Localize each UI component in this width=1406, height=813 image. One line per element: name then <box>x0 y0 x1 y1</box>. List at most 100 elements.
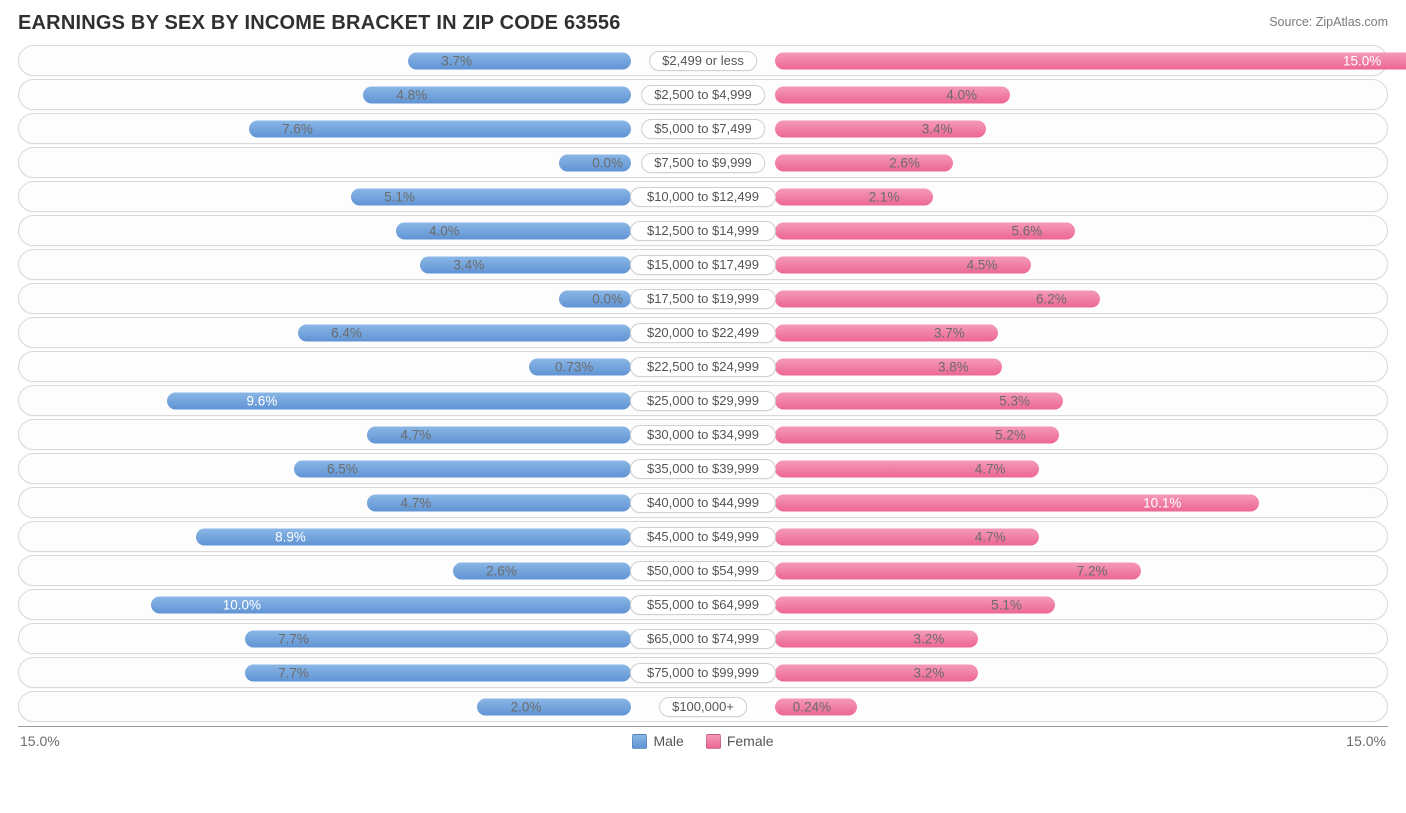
chart-row: 10.0% 5.1% $55,000 to $64,999 <box>18 589 1388 620</box>
chart-source: Source: ZipAtlas.com <box>1269 15 1388 29</box>
female-value: 3.2% <box>914 631 945 646</box>
male-value: 6.5% <box>327 461 358 476</box>
chart-row: 2.0%0.24%$100,000+ <box>18 691 1388 722</box>
male-bar <box>167 392 631 409</box>
male-value: 4.8% <box>396 87 427 102</box>
female-value: 4.7% <box>975 529 1006 544</box>
chart-row: 2.6% 7.2% $50,000 to $54,999 <box>18 555 1388 586</box>
male-value: 4.7% <box>400 495 431 510</box>
female-bar <box>775 630 978 647</box>
male-value: 6.4% <box>331 325 362 340</box>
bracket-label: $45,000 to $49,999 <box>630 527 776 547</box>
male-value: 7.7% <box>278 631 309 646</box>
female-value: 4.0% <box>946 87 977 102</box>
bracket-label: $5,000 to $7,499 <box>641 119 765 139</box>
axis-max-left: 15.0% <box>20 733 60 749</box>
female-value: 3.8% <box>938 359 969 374</box>
chart-row: 7.6% 3.4% $5,000 to $7,499 <box>18 113 1388 144</box>
bracket-label: $50,000 to $54,999 <box>630 561 776 581</box>
female-bar <box>775 494 1259 511</box>
female-value: 3.4% <box>922 121 953 136</box>
bracket-label: $22,500 to $24,999 <box>630 357 776 377</box>
legend-swatch-male-icon <box>632 734 647 749</box>
x-axis-line <box>18 726 1388 727</box>
legend-female-label: Female <box>727 733 774 749</box>
female-value: 0.24% <box>793 699 831 714</box>
bracket-label: $7,500 to $9,999 <box>641 153 765 173</box>
bracket-label: $25,000 to $29,999 <box>630 391 776 411</box>
bracket-label: $40,000 to $44,999 <box>630 493 776 513</box>
female-value: 2.6% <box>889 155 920 170</box>
male-value: 3.4% <box>454 257 485 272</box>
chart-row: 4.0% 5.6% $12,500 to $14,999 <box>18 215 1388 246</box>
legend-male: Male <box>632 733 683 749</box>
chart-header: EARNINGS BY SEX BY INCOME BRACKET IN ZIP… <box>18 12 1388 35</box>
chart-row: 3.7% 15.0% $2,499 or less <box>18 45 1388 76</box>
chart-row: 8.9% 4.7% $45,000 to $49,999 <box>18 521 1388 552</box>
female-bar <box>775 664 978 681</box>
male-value: 5.1% <box>384 189 415 204</box>
male-value: 10.0% <box>223 597 261 612</box>
chart-row: 3.4% 4.5% $15,000 to $17,499 <box>18 249 1388 280</box>
chart-row: 6.4% 3.7% $20,000 to $22,499 <box>18 317 1388 348</box>
chart-row: 4.8% 4.0% $2,500 to $4,999 <box>18 79 1388 110</box>
bracket-label: $100,000+ <box>659 697 747 717</box>
chart-row: 6.5%4.7%$35,000 to $39,999 <box>18 453 1388 484</box>
male-bar <box>196 528 631 545</box>
bracket-label: $65,000 to $74,999 <box>630 629 776 649</box>
bracket-label: $12,500 to $14,999 <box>630 221 776 241</box>
chart-row: 0.73% 3.8% $22,500 to $24,999 <box>18 351 1388 382</box>
female-value: 5.2% <box>995 427 1026 442</box>
legend-male-label: Male <box>653 733 683 749</box>
chart-row: 7.7% 3.2% $65,000 to $74,999 <box>18 623 1388 654</box>
bracket-label: $2,500 to $4,999 <box>641 85 765 105</box>
female-value: 7.2% <box>1077 563 1108 578</box>
chart-row: 0.0%6.2%$17,500 to $19,999 <box>18 283 1388 314</box>
bracket-label: $55,000 to $64,999 <box>630 595 776 615</box>
butterfly-chart: 3.7% 15.0% $2,499 or less 4.8% 4.0% $2,500 to… <box>18 45 1388 722</box>
chart-row: 4.7% 10.1% $40,000 to $44,999 <box>18 487 1388 518</box>
bracket-label: $20,000 to $22,499 <box>630 323 776 343</box>
chart-footer: 15.0% Male Female 15.0% <box>18 733 1388 749</box>
female-bar <box>775 52 1406 69</box>
bracket-label: $30,000 to $34,999 <box>630 425 776 445</box>
male-value: 9.6% <box>247 393 278 408</box>
female-value: 15.0% <box>1343 53 1381 68</box>
male-value: 7.7% <box>278 665 309 680</box>
chart-title: EARNINGS BY SEX BY INCOME BRACKET IN ZIP… <box>18 12 621 35</box>
female-value: 5.6% <box>1011 223 1042 238</box>
chart-row: 4.7%5.2%$30,000 to $34,999 <box>18 419 1388 450</box>
female-bar <box>775 120 986 137</box>
male-value: 7.6% <box>282 121 313 136</box>
female-value: 3.7% <box>934 325 965 340</box>
male-value: 3.7% <box>441 53 472 68</box>
female-value: 10.1% <box>1143 495 1181 510</box>
male-value: 8.9% <box>275 529 306 544</box>
female-bar <box>775 154 953 171</box>
male-bar <box>477 698 631 715</box>
bracket-label: $2,499 or less <box>649 51 757 71</box>
axis-max-right: 15.0% <box>1346 733 1386 749</box>
legend-swatch-female-icon <box>706 734 721 749</box>
male-bar <box>420 256 631 273</box>
bracket-label: $75,000 to $99,999 <box>630 663 776 683</box>
female-value: 3.2% <box>914 665 945 680</box>
male-bar <box>453 562 631 579</box>
female-value: 5.1% <box>991 597 1022 612</box>
bracket-label: $10,000 to $12,499 <box>630 187 776 207</box>
female-bar <box>775 188 933 205</box>
chart-row: 7.7% 3.2% $75,000 to $99,999 <box>18 657 1388 688</box>
male-value: 0.73% <box>555 359 593 374</box>
legend-female: Female <box>706 733 774 749</box>
female-value: 4.7% <box>975 461 1006 476</box>
female-value: 4.5% <box>967 257 998 272</box>
male-value: 4.0% <box>429 223 460 238</box>
female-value: 6.2% <box>1036 291 1067 306</box>
bracket-label: $15,000 to $17,499 <box>630 255 776 275</box>
chart-row: 5.1% 2.1% $10,000 to $12,499 <box>18 181 1388 212</box>
legend: Male Female <box>632 733 773 749</box>
male-value: 0.0% <box>592 155 623 170</box>
female-value: 2.1% <box>869 189 900 204</box>
female-value: 5.3% <box>999 393 1030 408</box>
male-value: 2.6% <box>486 563 517 578</box>
